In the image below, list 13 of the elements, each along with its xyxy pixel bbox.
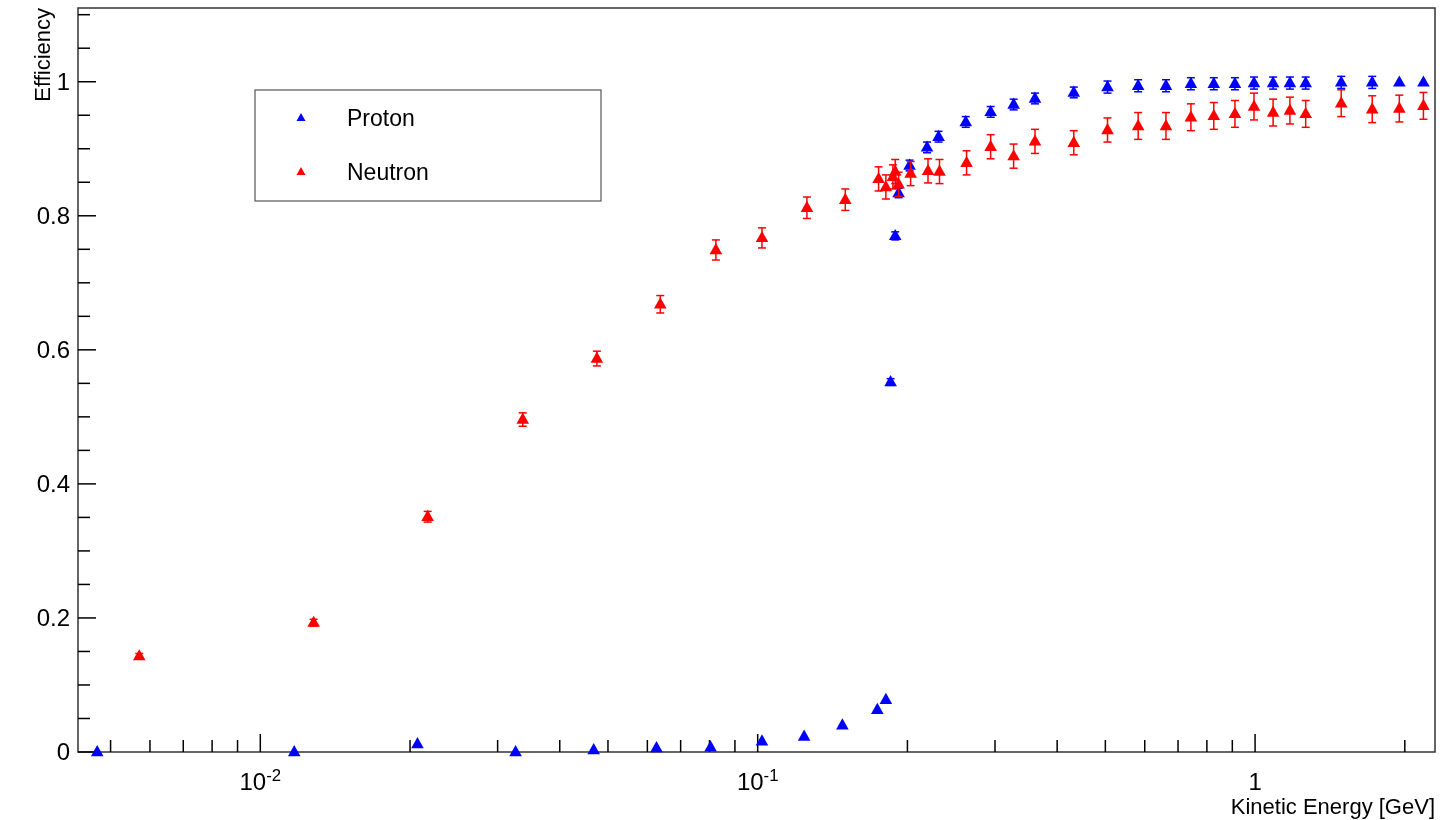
y-tick-label: 0.4 [36,470,70,498]
x-tick-label: 10$^{-2}$ [239,765,282,795]
y-tick-label: 0.6 [36,336,70,364]
y-tick-label: 0 [56,738,70,766]
x-tick-label: 1 [1248,768,1262,795]
x-axis-title: Kinetic Energy [GeV] [1230,794,1435,819]
x-tick-label: 10$^{-1}$ [736,765,779,795]
legend-label: Neutron [347,159,429,186]
y-tick-label: 0.8 [36,202,70,230]
legend-label: Proton [347,105,415,132]
y-tick-label: 1 [56,68,70,96]
y-axis-title: Efficiency [29,8,55,102]
y-tick-label: 0.2 [36,604,70,632]
